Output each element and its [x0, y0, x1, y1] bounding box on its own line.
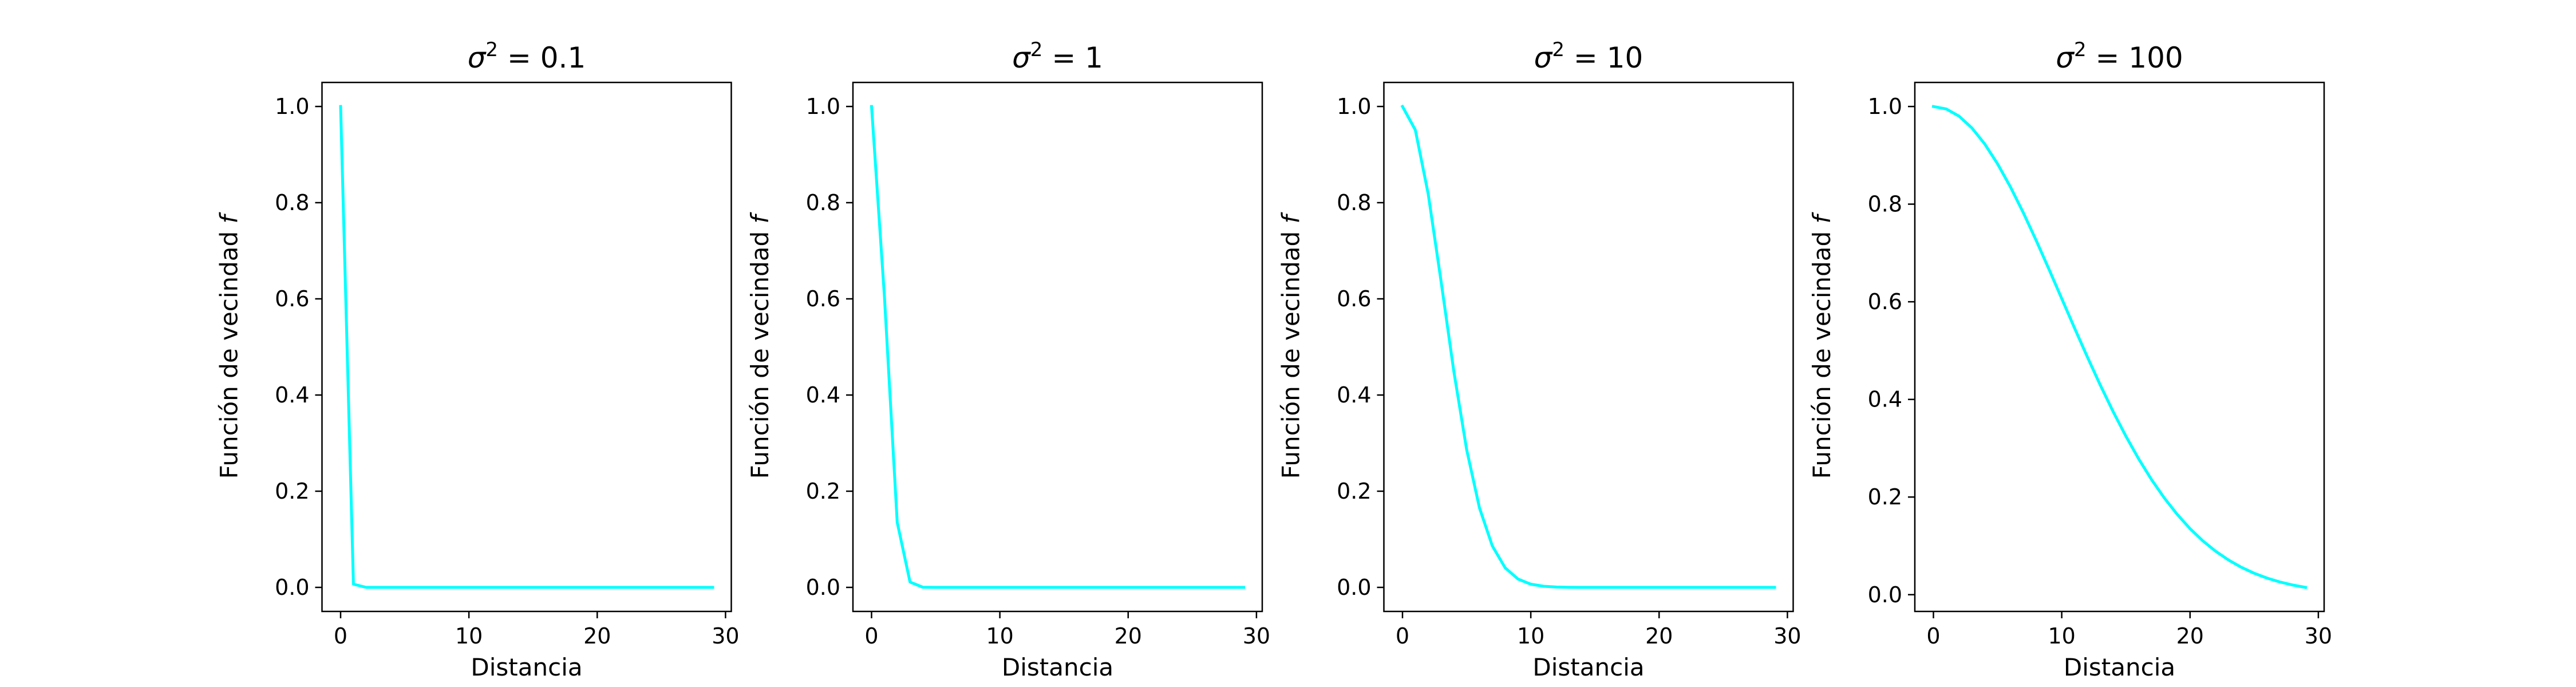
x-tick-label: 30: [2305, 623, 2332, 649]
plot-frame: [1914, 81, 2325, 613]
y-tick-label: 0.0: [806, 575, 840, 600]
y-tick-label: 1.0: [275, 94, 309, 119]
y-axis-label: Función de vecindad f: [215, 211, 243, 479]
x-tick-label: 20: [2176, 623, 2204, 649]
x-tick-label: 10: [455, 623, 483, 649]
y-tick-label: 1.0: [1337, 94, 1371, 119]
subplot-4: 0 10 20 30 0.0 0.2 0.4 0.6 0.8 1.0 Distancia Funció…: [1808, 38, 2332, 681]
x-tick-label: 30: [1773, 623, 1801, 649]
subplot-2: 0 10 20 30 0.0 0.2 0.4 0.6 0.8 1.0 Distancia Funció…: [746, 38, 1270, 681]
subplot-title: σ2 = 100: [2056, 38, 2183, 74]
subplot-title: σ2 = 0.1: [468, 38, 586, 74]
y-axis-label: Función de vecindad f: [1808, 211, 1836, 479]
x-tick-label: 0: [864, 623, 878, 649]
series-line-1: [1931, 105, 2308, 589]
y-tick-label: 0.4: [806, 382, 840, 408]
x-tick-label: 0: [334, 623, 347, 649]
y-tick-label: 0.2: [806, 479, 840, 504]
x-tick-label: 10: [1517, 623, 1544, 649]
x-tick-label: 30: [712, 623, 739, 649]
y-tick-label: 0.0: [275, 575, 309, 600]
x-axis-label: Distancia: [1002, 653, 1113, 681]
y-tick-label: 0.8: [1337, 190, 1371, 215]
subplot-1: 0 10 20 30 0.0 0.2 0.4 0.6 0.8 1.0 Distancia Funció…: [215, 38, 740, 681]
plot-frame: [1383, 81, 1794, 613]
subplot-title: σ2 = 1: [1012, 38, 1103, 74]
x-axis-label: Distancia: [1532, 653, 1644, 681]
plot-frame: [852, 81, 1263, 613]
y-axis-label: Función de vecindad f: [746, 211, 774, 479]
y-tick-label: 0.4: [1868, 387, 1902, 412]
x-tick-label: 20: [583, 623, 611, 649]
x-tick-label: 30: [1243, 623, 1270, 649]
y-tick-label: 0.2: [1868, 484, 1902, 510]
y-tick-label: 0.2: [275, 479, 309, 504]
y-tick-label: 0.8: [806, 190, 840, 215]
y-tick-label: 0.6: [1868, 289, 1902, 314]
y-axis-label: Función de vecindad f: [1277, 211, 1305, 479]
y-tick-label: 0.2: [1337, 479, 1371, 504]
series-line-1: [339, 105, 714, 589]
series-line-1: [870, 105, 1245, 589]
x-tick-label: 0: [1926, 623, 1940, 649]
x-axis-label: Distancia: [2064, 653, 2175, 681]
x-tick-label: 10: [986, 623, 1013, 649]
x-axis-label: Distancia: [471, 653, 582, 681]
y-tick-label: 0.6: [1337, 286, 1371, 311]
y-tick-label: 0.4: [275, 382, 309, 408]
y-tick-label: 1.0: [806, 94, 840, 119]
y-tick-label: 0.4: [1337, 382, 1371, 408]
x-tick-label: 20: [1115, 623, 1142, 649]
plot-frame: [321, 81, 732, 613]
x-tick-label: 0: [1396, 623, 1409, 649]
series-line-1: [1400, 104, 1776, 589]
y-tick-label: 0.8: [275, 190, 309, 215]
y-tick-label: 1.0: [1868, 94, 1902, 119]
y-tick-label: 0.8: [1868, 192, 1902, 217]
y-tick-label: 0.0: [1868, 582, 1902, 607]
y-tick-label: 0.6: [275, 286, 309, 311]
y-tick-label: 0.6: [806, 286, 840, 311]
x-tick-label: 20: [1645, 623, 1673, 649]
subplot-3: 0 10 20 30 0.0 0.2 0.4 0.6 0.8 1.0 Distancia Funció…: [1277, 38, 1801, 681]
y-tick-label: 0.0: [1337, 575, 1371, 600]
x-tick-label: 10: [2048, 623, 2075, 649]
subplot-title: σ2 = 10: [1534, 38, 1643, 74]
